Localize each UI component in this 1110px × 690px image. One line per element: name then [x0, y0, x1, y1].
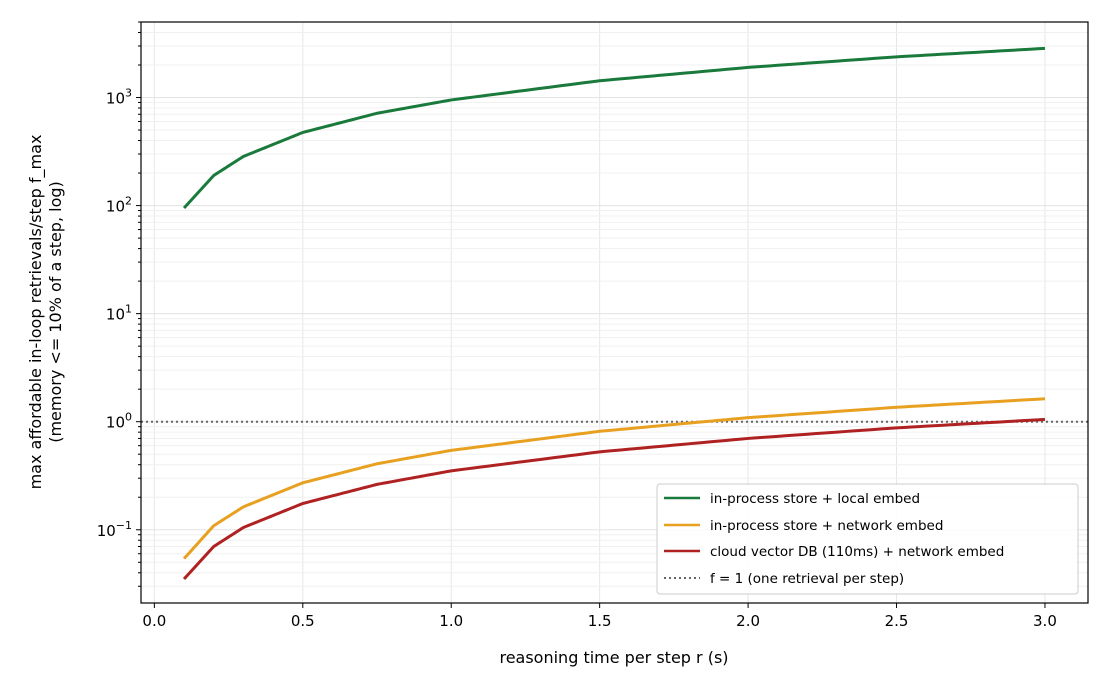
y-axis-label-line2: (memory <= 10% of a step, log) — [46, 181, 65, 443]
x-tick-label: 2.5 — [885, 612, 909, 630]
legend: in-process store + local embed in-proces… — [656, 483, 1079, 595]
x-tick-label: 0.0 — [142, 612, 166, 630]
x-axis-label: reasoning time per step r (s) — [499, 648, 728, 667]
plot-area-frame — [140, 21, 1089, 604]
legend-box — [656, 483, 1079, 595]
series-line-cloud-db — [182, 417, 1046, 581]
y-tick-label: 103 — [106, 87, 132, 108]
x-tick-label: 3.0 — [1033, 612, 1057, 630]
legend-label-network-embed: in-process store + network embed — [710, 518, 943, 534]
legend-label-local-embed: in-process store + local embed — [710, 491, 920, 507]
x-axis-ticks: 0.0 0.5 1.0 1.5 2.0 2.5 3.0 — [142, 603, 1057, 630]
y-axis-ticks: 10−1 100 101 102 103 — [97, 21, 141, 587]
x-tick-label: 0.5 — [291, 612, 315, 630]
x-tick-label: 1.0 — [439, 612, 463, 630]
series-layer — [182, 46, 1046, 581]
x-tick-label: 1.5 — [588, 612, 612, 630]
x-tick-label: 2.0 — [736, 612, 760, 630]
y-tick-label: 102 — [106, 195, 132, 216]
legend-label-cloud-db: cloud vector DB (110ms) + network embed — [710, 544, 1004, 560]
y-tick-label: 100 — [106, 411, 132, 432]
series-line-local-embed — [182, 46, 1046, 210]
legend-label-reference: f = 1 (one retrieval per step) — [710, 571, 904, 587]
y-tick-label: 10−1 — [97, 519, 132, 540]
series-line-network-embed — [182, 397, 1046, 560]
y-axis-label-line1: max affordable in-loop retrievals/step f… — [26, 135, 46, 490]
y-tick-label: 101 — [106, 303, 132, 324]
